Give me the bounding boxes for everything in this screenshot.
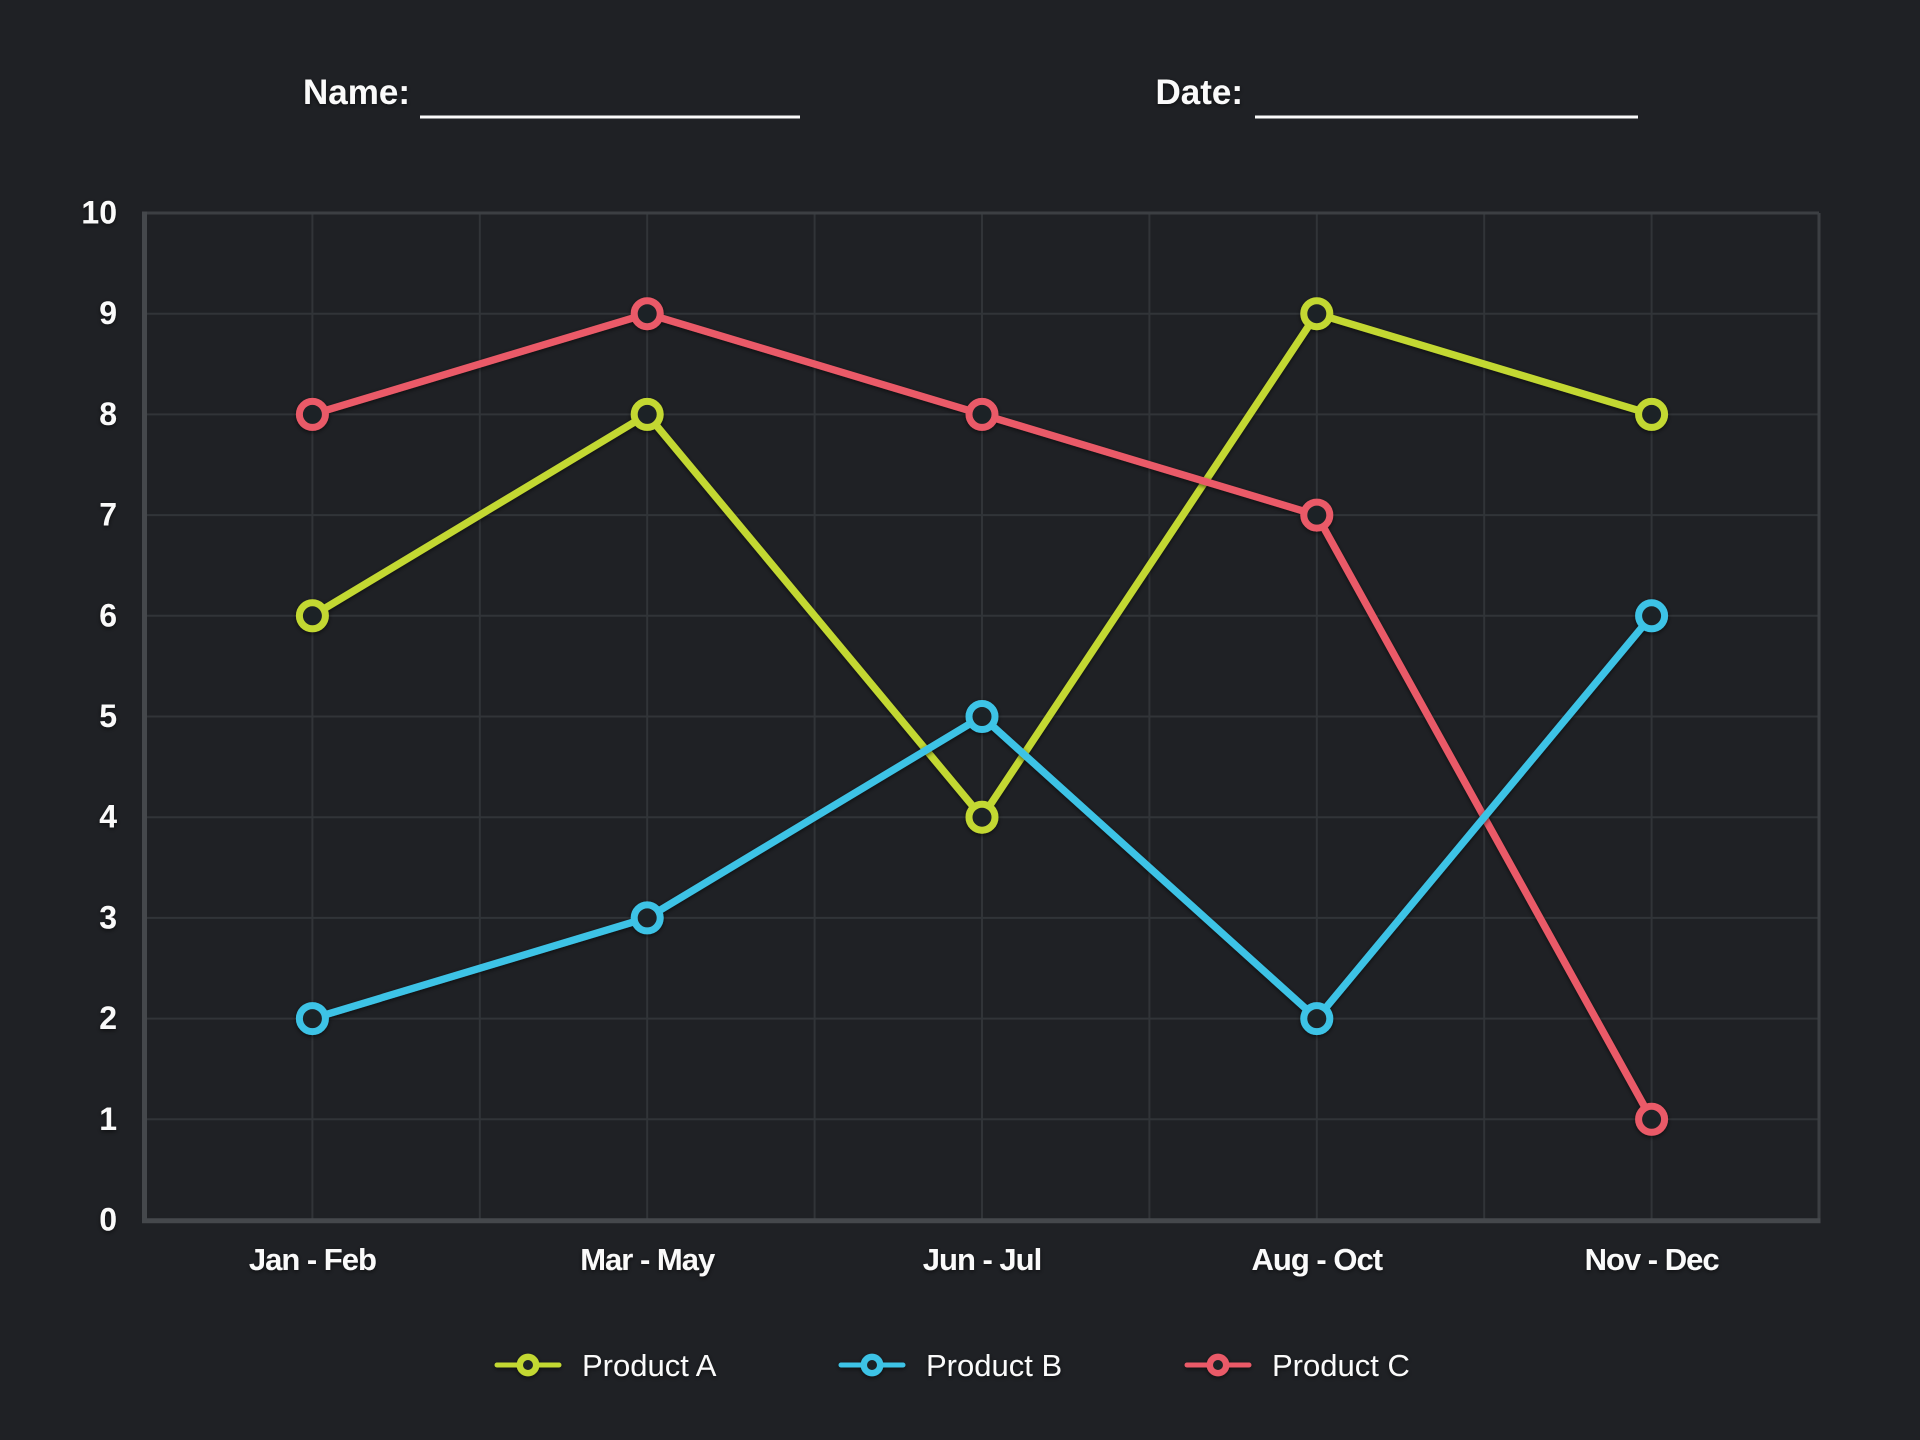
svg-text:Aug - Oct: Aug - Oct — [1252, 1242, 1383, 1277]
svg-text:10: 10 — [81, 195, 117, 231]
svg-text:Name:: Name: — [303, 73, 410, 112]
svg-text:Mar - May: Mar - May — [580, 1242, 716, 1277]
svg-text:0: 0 — [99, 1202, 117, 1238]
svg-text:6: 6 — [99, 597, 117, 633]
svg-text:4: 4 — [99, 799, 117, 835]
svg-text:Nov - Dec: Nov - Dec — [1585, 1242, 1720, 1277]
svg-text:Product A: Product A — [582, 1348, 717, 1383]
svg-text:2: 2 — [99, 1000, 117, 1036]
svg-text:Date:: Date: — [1155, 73, 1243, 112]
svg-text:5: 5 — [99, 698, 117, 734]
svg-text:7: 7 — [99, 497, 117, 533]
svg-text:1: 1 — [99, 1101, 117, 1137]
svg-text:3: 3 — [99, 899, 117, 935]
svg-text:Product C: Product C — [1272, 1348, 1410, 1383]
svg-text:9: 9 — [99, 295, 117, 331]
svg-text:Jan - Feb: Jan - Feb — [249, 1242, 376, 1277]
svg-text:Product B: Product B — [926, 1348, 1062, 1383]
svg-text:8: 8 — [99, 396, 117, 432]
svg-text:Jun - Jul: Jun - Jul — [923, 1242, 1041, 1277]
